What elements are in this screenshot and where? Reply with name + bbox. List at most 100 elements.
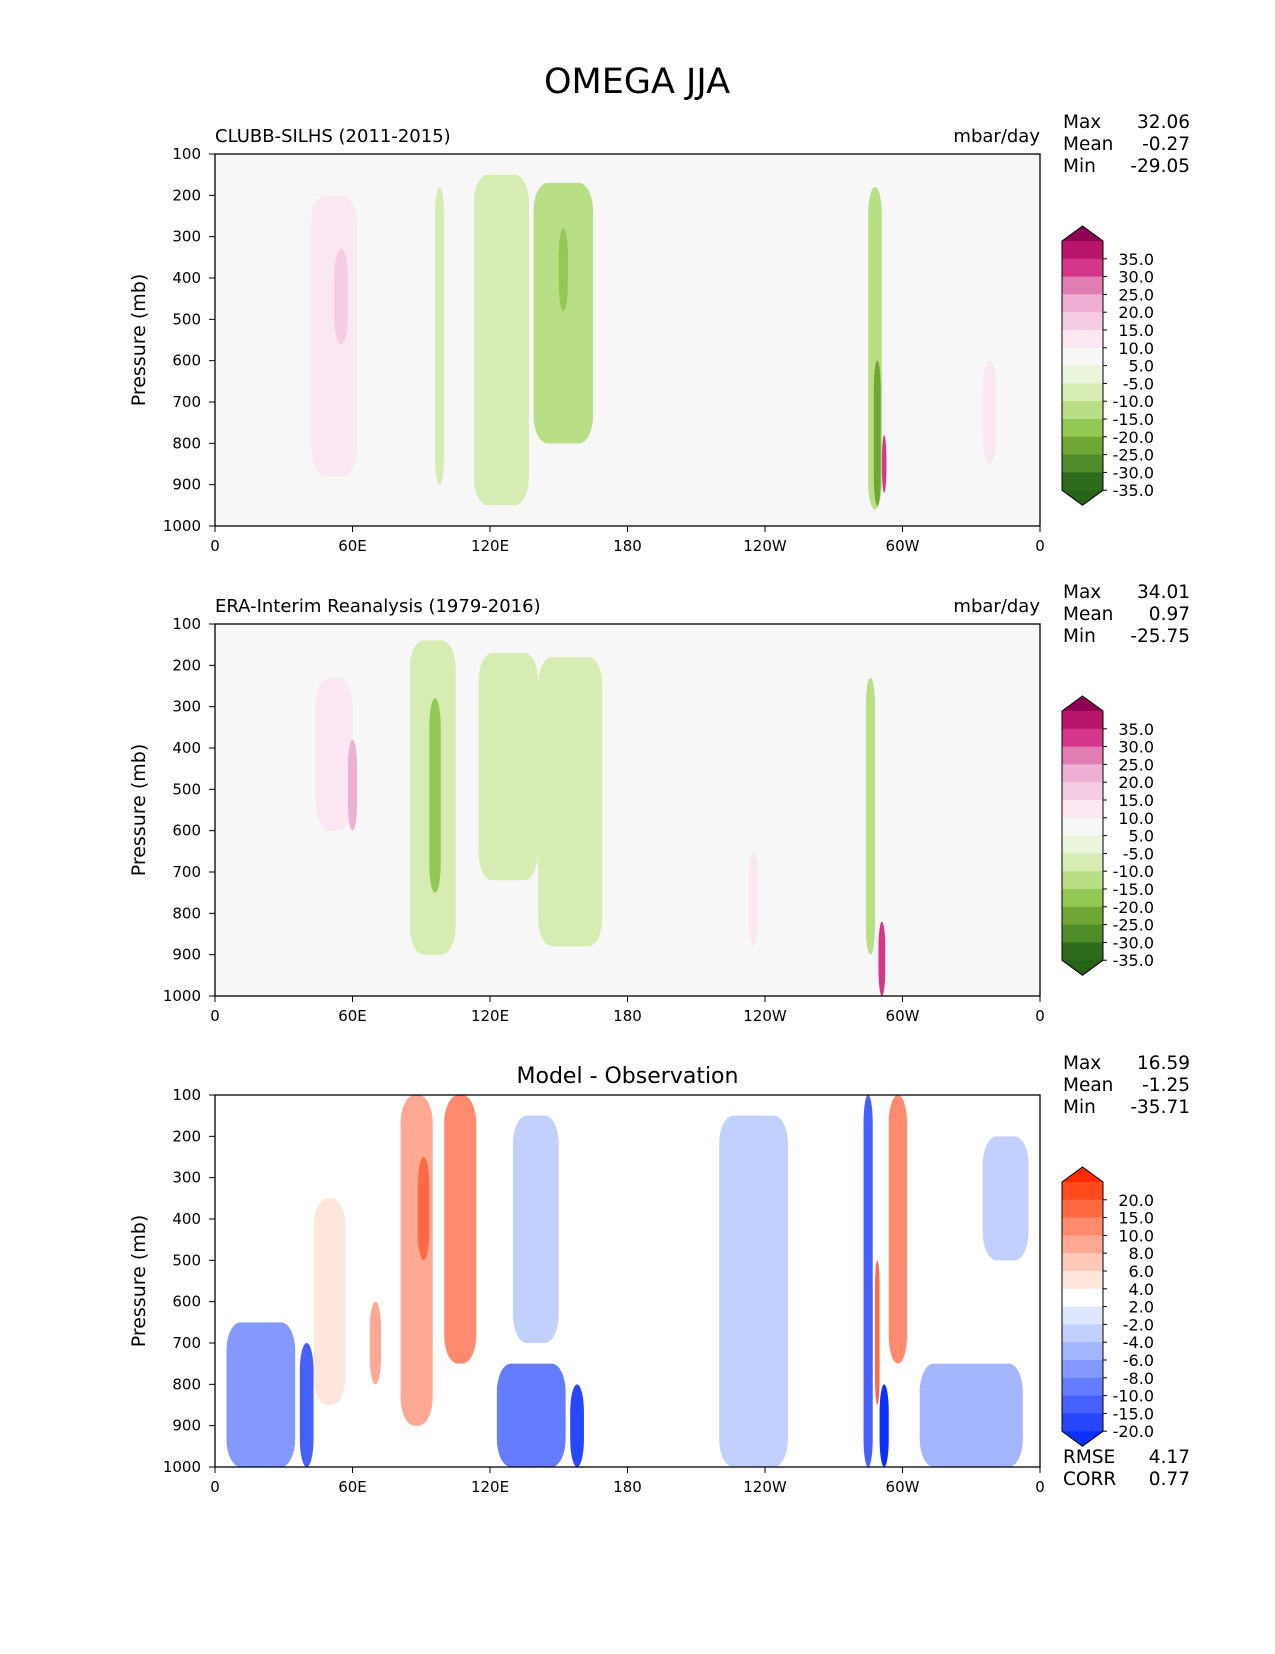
contour-region	[533, 182, 594, 444]
x-tick-label: 60E	[338, 537, 367, 555]
colorbar-segment	[1062, 454, 1103, 473]
x-tick-label: 60W	[886, 537, 920, 555]
contour-region	[570, 1384, 584, 1467]
stat-value: -35.71	[1130, 1097, 1190, 1118]
colorbar-label: -20.0	[1113, 1422, 1154, 1441]
y-tick-label: 200	[172, 1127, 201, 1145]
colorbar-label: 2.0	[1129, 1298, 1154, 1317]
x-tick-label: 0	[210, 1007, 220, 1025]
colorbar-label: 15.0	[1118, 321, 1154, 340]
contour-region	[224, 187, 307, 456]
colorbar-extend-bottom	[1062, 1431, 1103, 1447]
x-tick-label: 60E	[338, 1478, 367, 1496]
colorbar-segment	[1062, 853, 1103, 872]
colorbar-label: 6.0	[1129, 1262, 1154, 1281]
stat-label: CORR	[1063, 1469, 1116, 1490]
colorbar-label: 20.0	[1118, 773, 1154, 792]
stat-label: Min	[1063, 156, 1096, 177]
x-tick-label: 0	[1035, 537, 1045, 555]
colorbar-label: 5.0	[1129, 827, 1154, 846]
x-tick-label: 120W	[743, 537, 787, 555]
y-tick-label: 100	[172, 145, 201, 163]
contour-region	[875, 1260, 880, 1405]
stat-value: 0.77	[1149, 1469, 1190, 1490]
contour-region	[873, 360, 881, 506]
colorbar-label: -5.0	[1123, 374, 1154, 393]
contour-region	[865, 677, 875, 955]
colorbar-label: -35.0	[1113, 951, 1154, 970]
colorbar-label: 20.0	[1118, 303, 1154, 322]
colorbar-label: -10.0	[1113, 862, 1154, 881]
contour-region	[435, 187, 445, 485]
y-tick-label: 500	[172, 1251, 201, 1269]
contour-region	[719, 1115, 788, 1467]
contour-region	[881, 435, 887, 493]
x-tick-label: 60W	[886, 1007, 920, 1025]
contour-region	[732, 681, 775, 963]
y-tick-label: 400	[172, 1210, 201, 1228]
y-axis-label: Pressure (mb)	[128, 274, 150, 407]
x-tick-label: 120E	[471, 1007, 509, 1025]
stat-label: Mean	[1063, 134, 1113, 155]
colorbar-segment	[1062, 294, 1103, 313]
y-tick-label: 900	[172, 1417, 201, 1435]
colorbar-segment	[1062, 1360, 1103, 1379]
colorbar-segment	[1062, 1413, 1103, 1432]
colorbar-label: -25.0	[1113, 446, 1154, 465]
y-tick-label: 500	[172, 310, 201, 328]
contour-region	[334, 249, 348, 345]
colorbar-segment	[1062, 871, 1103, 890]
y-tick-label: 800	[172, 1375, 201, 1393]
y-tick-label: 300	[172, 1169, 201, 1187]
stat-label: Max	[1063, 112, 1101, 133]
y-tick-label: 100	[172, 1086, 201, 1104]
colorbar-label: 20.0	[1118, 1191, 1154, 1210]
contour-region	[878, 921, 886, 996]
colorbar-segment	[1062, 764, 1103, 783]
colorbar-label: 5.0	[1129, 357, 1154, 376]
y-tick-label: 300	[172, 698, 201, 716]
colorbar-segment	[1062, 1235, 1103, 1254]
x-tick-label: 180	[613, 1007, 642, 1025]
stat-label: Mean	[1063, 1075, 1113, 1096]
colorbar-segment	[1062, 436, 1103, 455]
x-tick-label: 0	[210, 1478, 220, 1496]
colorbar-segment	[1062, 276, 1103, 295]
stat-label: RMSE	[1063, 1447, 1115, 1468]
colorbar-segment	[1062, 1377, 1103, 1396]
colorbar-label: 4.0	[1129, 1280, 1154, 1299]
stat-value: -29.05	[1130, 156, 1190, 177]
y-tick-label: 400	[172, 739, 201, 757]
colorbar-segment	[1062, 1324, 1103, 1343]
y-tick-label: 700	[172, 1334, 201, 1352]
colorbar-segment	[1062, 889, 1103, 908]
colorbar-segment	[1062, 401, 1103, 420]
colorbar-label: 10.0	[1118, 1226, 1154, 1245]
panel-2: 100 200 300 400 500 600 700 800 900 1000 0 60E 120E 1…	[128, 582, 1190, 1025]
contour-region	[888, 1095, 908, 1364]
colorbar-segment	[1062, 906, 1103, 925]
colorbar-segment	[1062, 711, 1103, 730]
contour-region	[936, 673, 1029, 996]
x-tick-label: 60W	[886, 1478, 920, 1496]
colorbar-segment	[1062, 347, 1103, 366]
colorbar-segment	[1062, 746, 1103, 765]
colorbar-label: -35.0	[1113, 481, 1154, 500]
contour-region	[400, 1095, 433, 1426]
stat-label: Min	[1063, 626, 1096, 647]
y-tick-label: 800	[172, 904, 201, 922]
contour-region	[417, 1157, 430, 1261]
y-tick-label: 700	[172, 863, 201, 881]
panel-title: ERA-Interim Reanalysis (1979-2016)	[215, 596, 541, 617]
colorbar-label: -30.0	[1113, 463, 1154, 482]
stat-value: 32.06	[1137, 112, 1190, 133]
colorbar-label: -15.0	[1113, 1404, 1154, 1423]
colorbar-segment	[1062, 1217, 1103, 1236]
x-tick-label: 120E	[471, 537, 509, 555]
stat-value: 0.97	[1149, 604, 1190, 625]
x-tick-label: 120W	[743, 1007, 787, 1025]
panel-title: Model - Observation	[517, 1064, 739, 1089]
colorbar-label: -20.0	[1113, 898, 1154, 917]
colorbar-label: -5.0	[1123, 844, 1154, 863]
y-tick-label: 600	[172, 352, 201, 370]
